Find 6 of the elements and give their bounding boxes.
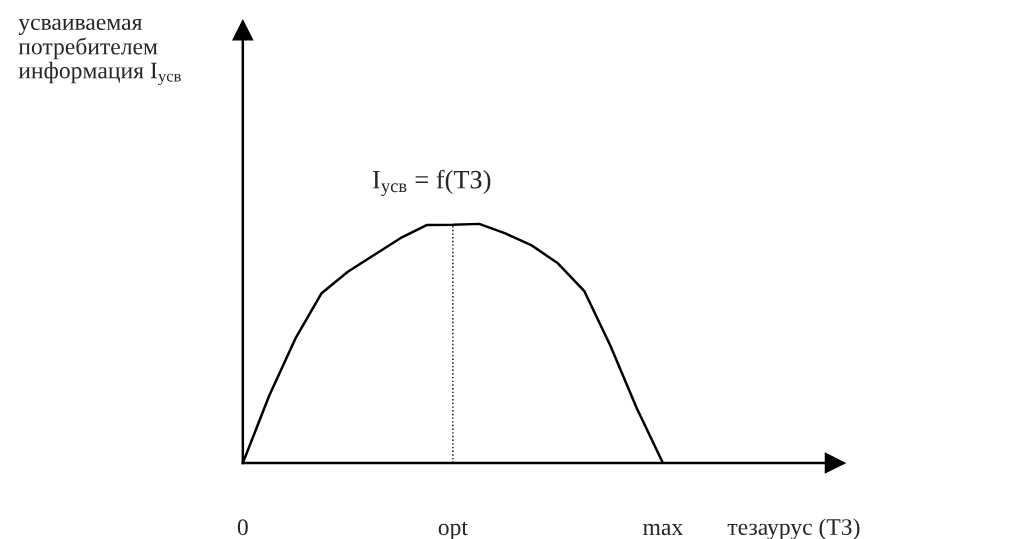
x-tick-label: opt [438, 521, 468, 539]
x-tick-label: 0 [237, 519, 248, 536]
x-axis-title: тезаурус (ТЗ) [727, 518, 860, 539]
text: I$_{усв}$ = f(ТЗ) [372, 169, 491, 196]
x-tick-label: max [643, 523, 683, 536]
text: усваиваемая потребителем информация I$_{усв}$ [18, 18, 181, 86]
